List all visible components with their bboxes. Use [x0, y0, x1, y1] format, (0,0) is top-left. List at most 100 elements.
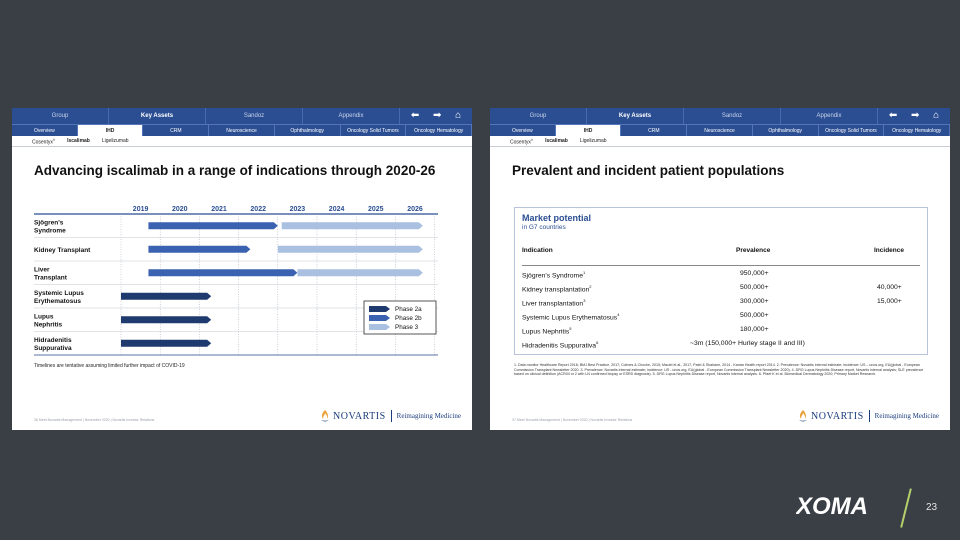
- nav-group[interactable]: Group: [490, 108, 587, 124]
- references: 1. Data monitor Healthcare Report 2018; …: [514, 363, 924, 377]
- arrow-right-icon[interactable]: ➡: [432, 110, 442, 121]
- cell-indication: Hidradenitis Suppurativa6: [522, 340, 599, 350]
- subnav-iscalimab[interactable]: Iscalimab: [545, 138, 568, 144]
- indication-label: Nephritis: [34, 321, 63, 328]
- table-row: Liver transplantation3 300,000+ 15,000+: [522, 298, 922, 312]
- nav-key-assets[interactable]: Key Assets: [587, 108, 684, 124]
- market-title: Market potential: [522, 213, 592, 223]
- subnav-ligelizumab[interactable]: Ligelizumab: [579, 138, 607, 144]
- cell-indication: Lupus Nephritis5: [522, 326, 572, 336]
- tab-oncology-hematology[interactable]: Oncology Hematology: [884, 125, 950, 136]
- subnav-cosentyx-sup: ®: [530, 138, 534, 142]
- footnote-marker: 4: [617, 312, 620, 317]
- novartis-tagline: Reimagining Medicine: [396, 412, 462, 420]
- tab-neuroscience[interactable]: Neuroscience: [209, 125, 275, 136]
- table-row: Sjögren's Syndrome1 950,000+: [522, 270, 922, 284]
- tab-overview[interactable]: Overview: [12, 125, 78, 136]
- timeline-note: Timelines are tentative assuming limited…: [34, 363, 185, 369]
- arrow-left-icon[interactable]: ⬅: [410, 110, 420, 121]
- nav-appendix[interactable]: Appendix: [303, 108, 400, 124]
- cell-incidence: 15,000+: [877, 298, 902, 305]
- indication-label: Erythematosus: [34, 298, 81, 305]
- col-indication: Indication: [522, 247, 553, 254]
- slide-title: Prevalent and incident patient populatio…: [512, 163, 785, 178]
- col-prevalence: Prevalence: [736, 247, 771, 254]
- subnav-cosentyx[interactable]: Cosentyx®: [32, 138, 55, 146]
- phase-bar: [297, 269, 423, 277]
- phase-bar: [148, 269, 298, 277]
- legend-swatch: [369, 306, 390, 312]
- slide-right: Group Key Assets Sandoz Appendix ⬅ ➡ ⌂ O…: [490, 108, 950, 430]
- legend-swatch: [369, 315, 390, 321]
- indication-label: Systemic Lupus: [34, 290, 84, 297]
- phase-bar: [121, 316, 212, 324]
- indication-label: Lupus: [34, 313, 54, 320]
- secondary-nav: Overview IHD CRM Neuroscience Ophthalmol…: [12, 124, 472, 136]
- arrow-right-icon[interactable]: ➡: [910, 110, 920, 121]
- novartis-flame-icon: [321, 410, 329, 422]
- phase-bar: [148, 222, 278, 230]
- arrow-left-icon[interactable]: ⬅: [888, 110, 898, 121]
- phase-bar: [148, 245, 251, 253]
- tab-oncology-solid[interactable]: Oncology Solid Tumors: [341, 125, 407, 136]
- logo-separator: [390, 410, 392, 422]
- logo-separator: [868, 410, 870, 422]
- tab-crm[interactable]: CRM: [621, 125, 688, 136]
- subnav-iscalimab[interactable]: Iscalimab: [67, 138, 90, 144]
- tertiary-nav: Cosentyx® Iscalimab Ligelizumab: [510, 138, 607, 146]
- slide-left: Group Key Assets Sandoz Appendix ⬅ ➡ ⌂ O…: [12, 108, 472, 430]
- novartis-tagline: Reimagining Medicine: [874, 412, 940, 420]
- nav-key-assets[interactable]: Key Assets: [109, 108, 206, 124]
- tab-oncology-solid[interactable]: Oncology Solid Tumors: [819, 125, 885, 136]
- market-subtitle: in G7 countries: [522, 224, 566, 231]
- home-icon[interactable]: ⌂: [455, 110, 462, 121]
- tab-ihd[interactable]: IHD: [555, 125, 622, 136]
- year-label: 2024: [329, 206, 345, 213]
- cell-prevalence: ~3m (150,000+ Hurley stage II and III): [690, 340, 805, 347]
- footnote-marker: 2: [589, 284, 592, 289]
- cell-indication: Systemic Lupus Erythematosus4: [522, 312, 620, 322]
- indication-label: Suppurativa: [34, 345, 72, 352]
- subnav-cosentyx[interactable]: Cosentyx®: [510, 138, 533, 146]
- tab-oncology-hematology[interactable]: Oncology Hematology: [406, 125, 472, 136]
- footnote-marker: 1: [583, 270, 586, 275]
- tab-crm[interactable]: CRM: [143, 125, 210, 136]
- tab-ophthalmology[interactable]: Ophthalmology: [275, 125, 341, 136]
- cell-prevalence: 950,000+: [740, 270, 769, 277]
- nav-group[interactable]: Group: [12, 108, 109, 124]
- indication-label: Sjögren's: [34, 219, 64, 226]
- indication-label: Liver: [34, 266, 50, 273]
- legend-swatch: [369, 324, 390, 330]
- tab-ihd[interactable]: IHD: [77, 125, 144, 136]
- year-label: 2020: [172, 206, 188, 213]
- indication-label: Hidradenitis: [34, 337, 72, 344]
- year-label: 2023: [290, 206, 306, 213]
- nav-sandoz[interactable]: Sandoz: [206, 108, 303, 124]
- cell-indication: Kidney transplantation2: [522, 284, 592, 294]
- footnote-marker: 5: [569, 326, 572, 331]
- indication-label: Syndrome: [34, 227, 66, 234]
- year-label: 2025: [368, 206, 384, 213]
- secondary-nav: Overview IHD CRM Neuroscience Ophthalmol…: [490, 124, 950, 136]
- tab-neuroscience[interactable]: Neuroscience: [687, 125, 753, 136]
- home-icon[interactable]: ⌂: [933, 110, 940, 121]
- cell-indication: Sjögren's Syndrome1: [522, 270, 586, 280]
- slide-footer: 37 Meet Novartis Management | November 2…: [512, 418, 633, 422]
- phase-bar: [121, 292, 212, 300]
- year-label: 2021: [211, 206, 227, 213]
- tab-ophthalmology[interactable]: Ophthalmology: [753, 125, 819, 136]
- table-row: Lupus Nephritis5 180,000+: [522, 326, 922, 340]
- table-row: Systemic Lupus Erythematosus4 500,000+: [522, 312, 922, 326]
- cell-prevalence: 300,000+: [740, 298, 769, 305]
- subnav-cosentyx-sup: ®: [52, 138, 56, 142]
- table-header: Indication Prevalence Incidence: [522, 247, 922, 257]
- novartis-logo: NOVARTIS Reimagining Medicine: [798, 409, 939, 423]
- nav-arrows: ⬅ ➡ ⌂: [400, 108, 472, 124]
- col-incidence: Incidence: [874, 247, 904, 254]
- xoma-logo: XOMA: [796, 493, 868, 520]
- subnav-ligelizumab[interactable]: Ligelizumab: [101, 138, 129, 144]
- nav-sandoz[interactable]: Sandoz: [684, 108, 781, 124]
- nav-appendix[interactable]: Appendix: [781, 108, 878, 124]
- table-row: Kidney transplantation2 500,000+ 40,000+: [522, 284, 922, 298]
- tab-overview[interactable]: Overview: [490, 125, 556, 136]
